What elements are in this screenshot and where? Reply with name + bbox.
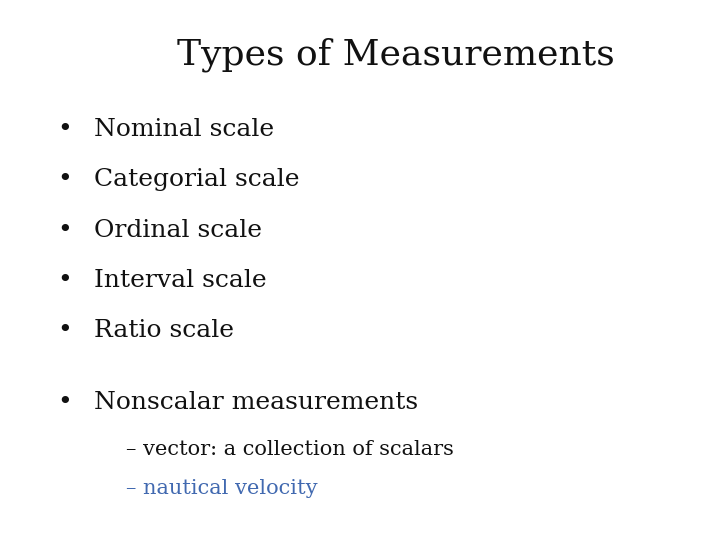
Text: – nautical velocity: – nautical velocity xyxy=(126,478,318,498)
Text: •: • xyxy=(58,168,72,191)
Text: Interval scale: Interval scale xyxy=(94,269,266,292)
Text: – vector: a collection of scalars: – vector: a collection of scalars xyxy=(126,440,454,459)
Text: Nonscalar measurements: Nonscalar measurements xyxy=(94,391,418,414)
Text: •: • xyxy=(58,269,72,292)
Text: Ratio scale: Ratio scale xyxy=(94,319,233,342)
Text: Ordinal scale: Ordinal scale xyxy=(94,219,261,241)
Text: •: • xyxy=(58,319,72,342)
Text: Categorial scale: Categorial scale xyxy=(94,168,299,191)
Text: •: • xyxy=(58,391,72,414)
Text: •: • xyxy=(58,118,72,141)
Text: Nominal scale: Nominal scale xyxy=(94,118,274,141)
Text: •: • xyxy=(58,219,72,241)
Text: Types of Measurements: Types of Measurements xyxy=(177,38,615,72)
